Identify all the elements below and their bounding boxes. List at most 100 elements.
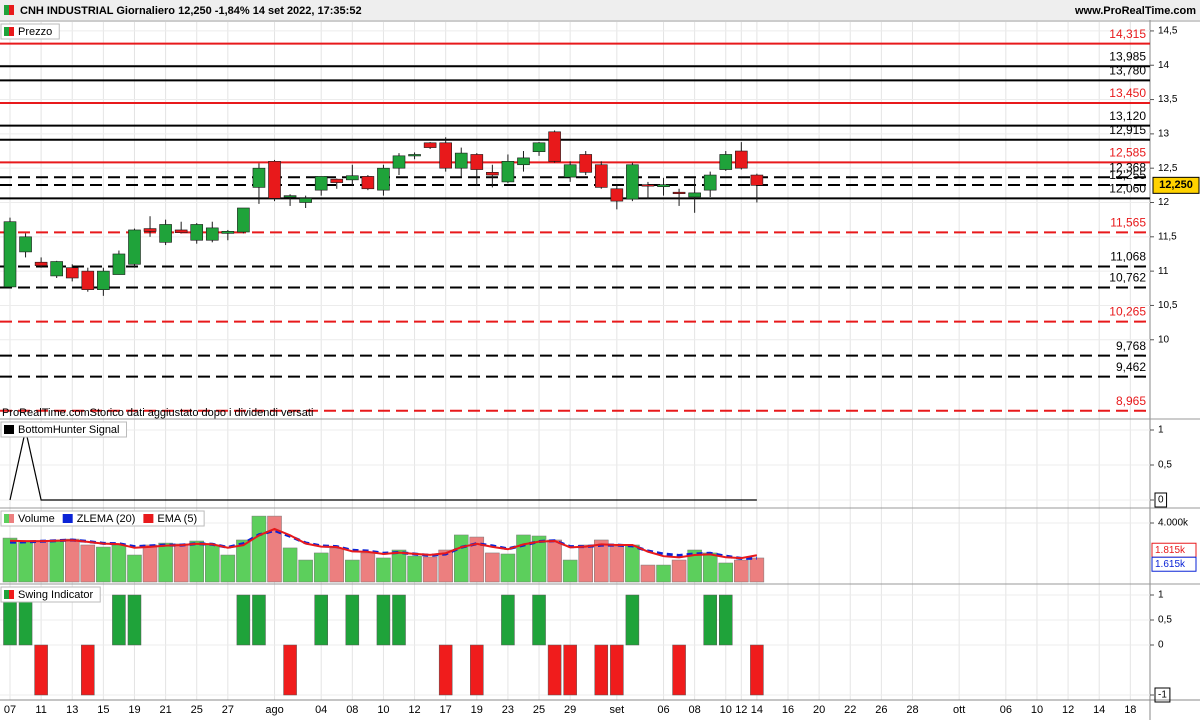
- level-label: 11,068: [1110, 250, 1146, 264]
- x-tick-label: 18: [1124, 704, 1136, 716]
- x-tick-label: 19: [128, 704, 140, 716]
- y-tick-label: 0: [1158, 640, 1164, 651]
- volume-bar: [251, 515, 267, 583]
- swing-bar: [750, 644, 764, 696]
- volume-bar: [671, 559, 687, 583]
- swing-bar: [236, 594, 251, 646]
- candle-body: [423, 142, 437, 148]
- x-tick-label: 25: [533, 704, 545, 716]
- signal-line: [9, 429, 757, 501]
- legend-icon: [143, 514, 154, 523]
- x-tick-label: ott: [953, 704, 965, 716]
- candle-body: [517, 157, 530, 166]
- x-tick-label: 04: [315, 704, 327, 716]
- volume-bar: [189, 540, 204, 583]
- x-tick-label: set: [609, 704, 624, 716]
- volume-bar: [609, 545, 625, 583]
- candle-body: [81, 270, 95, 290]
- legend-box: [0, 421, 127, 438]
- volume-bar: [656, 564, 671, 583]
- candle-body: [486, 172, 499, 176]
- candle-body: [190, 224, 204, 241]
- legend-label: Swing Indicator: [18, 589, 94, 601]
- last-price-label: 12,250: [1159, 179, 1193, 191]
- level-label: 8,965: [1116, 394, 1146, 408]
- x-tick-label: 22: [844, 704, 856, 716]
- level-label: 11,565: [1110, 216, 1146, 230]
- candle-body: [610, 188, 624, 202]
- level-label: 12,060: [1109, 182, 1146, 196]
- legend-icon: [4, 27, 9, 36]
- legend-label: EMA (5): [157, 513, 197, 525]
- volume-bar: [282, 547, 298, 583]
- swing-bar: [470, 644, 484, 696]
- candle-body: [548, 131, 561, 162]
- level-label: 13,985: [1109, 49, 1146, 63]
- x-tick-label: 27: [222, 704, 234, 716]
- volume-bar: [96, 546, 111, 583]
- candle-body: [143, 228, 157, 232]
- swing-bar: [252, 594, 266, 646]
- swing-bar: [81, 644, 95, 696]
- candle-body: [19, 236, 32, 253]
- volume-bar: [345, 559, 360, 583]
- candle-body: [268, 161, 281, 199]
- candle-body: [719, 154, 733, 170]
- volume-bar: [2, 537, 18, 583]
- volume-bar: [236, 539, 251, 583]
- x-tick-label: 19: [471, 704, 483, 716]
- volume-bar: [18, 541, 33, 583]
- x-tick-label: 14: [751, 704, 763, 716]
- y-tick-label: 12: [1158, 197, 1170, 208]
- x-tick-label: 26: [875, 704, 887, 716]
- swing-bar: [34, 644, 48, 696]
- x-tick-label: 23: [502, 704, 514, 716]
- swing-bar: [547, 644, 562, 696]
- legend-box: [0, 23, 60, 40]
- candle-body: [657, 184, 670, 188]
- last-value-box: [1151, 556, 1197, 572]
- volume-bar: [33, 540, 49, 583]
- level-label: 13,120: [1109, 109, 1146, 123]
- volume-bar: [111, 544, 127, 583]
- x-tick-label: 06: [657, 704, 669, 716]
- y-tick-label: 14,5: [1158, 26, 1178, 37]
- x-tick-label: 20: [813, 704, 825, 716]
- volume-bar: [640, 564, 656, 583]
- volume-bar: [438, 549, 453, 583]
- last-value-label: 1.615k: [1155, 559, 1186, 570]
- swing-bar: [625, 594, 640, 646]
- header-bar: [0, 0, 1200, 20]
- x-tick-label: ago: [265, 704, 283, 716]
- level-label: 12,368: [1109, 160, 1146, 174]
- swing-bar: [438, 644, 453, 696]
- level-label: 14,315: [1109, 27, 1146, 41]
- x-tick-label: 12: [1062, 704, 1074, 716]
- swing-bar: [703, 594, 717, 646]
- volume-bar: [422, 556, 438, 583]
- level-label: 12,255: [1109, 168, 1146, 182]
- header-site: www.ProRealTime.com: [1074, 5, 1196, 17]
- y-tick-label: 4.000k: [1158, 518, 1189, 529]
- x-tick-label: 07: [4, 704, 16, 716]
- annotation: ProRealTime.comStorico dati aggiustato d…: [2, 407, 313, 419]
- swing-bar: [345, 594, 360, 646]
- candle-body: [626, 164, 639, 200]
- x-tick-label: 11: [35, 704, 46, 716]
- x-tick-label: 10: [720, 704, 732, 716]
- candle-body: [221, 231, 235, 234]
- candle-body: [439, 142, 452, 169]
- candle-body: [283, 195, 297, 198]
- current-value-box: [1154, 492, 1168, 508]
- volume-bar: [158, 542, 173, 583]
- swing-bar: [563, 644, 577, 696]
- legend-box: [0, 586, 101, 603]
- candle-body: [50, 261, 63, 277]
- candle-body: [346, 175, 359, 181]
- legend-label: BottomHunter Signal: [18, 424, 120, 436]
- y-tick-label: 11,5: [1158, 231, 1177, 242]
- x-tick-label: 17: [440, 704, 452, 716]
- candle-body: [314, 176, 328, 191]
- candle-body: [594, 164, 608, 188]
